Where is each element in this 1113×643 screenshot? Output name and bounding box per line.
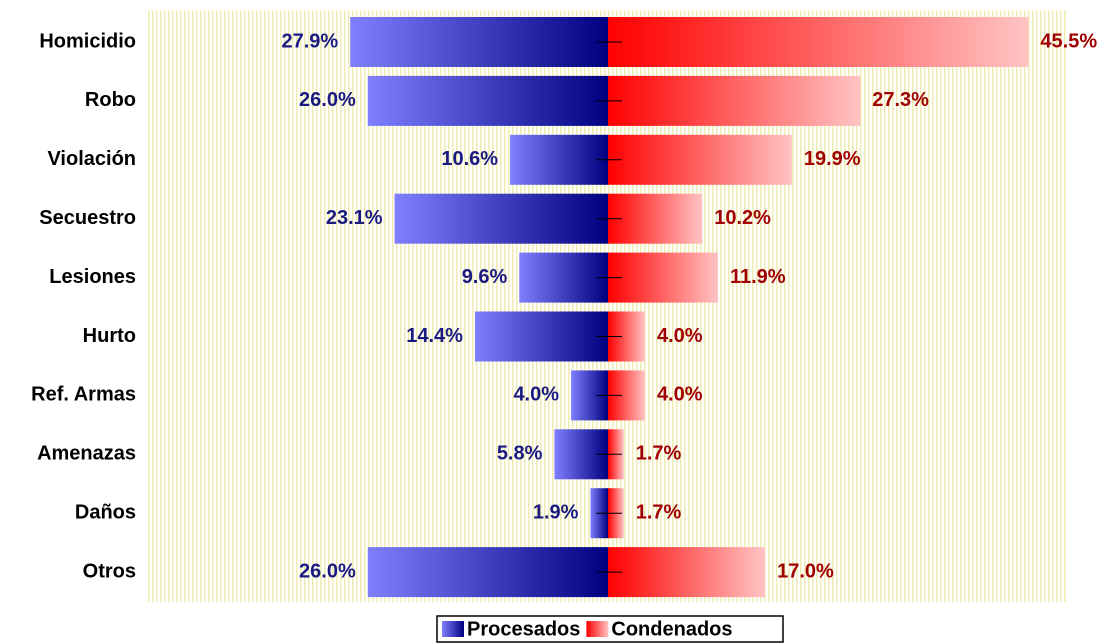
value-label: 23.1%: [326, 207, 383, 229]
value-label: 19.9%: [804, 148, 861, 170]
value-label: 4.0%: [657, 384, 703, 406]
value-label: 10.2%: [714, 207, 771, 229]
bar: [510, 134, 608, 185]
value-label: 10.6%: [441, 148, 498, 170]
category-label: Otros: [83, 560, 136, 582]
bar: [519, 252, 608, 303]
category-label: Amenazas: [37, 443, 136, 465]
value-label: 45.5%: [1040, 30, 1097, 52]
value-label: 1.9%: [533, 501, 579, 523]
category-label: Daños: [75, 501, 136, 523]
bar: [367, 75, 608, 126]
value-label: 4.0%: [513, 384, 559, 406]
bar: [608, 252, 718, 303]
value-label: 14.4%: [406, 325, 463, 347]
legend-swatch: [442, 621, 464, 637]
category-label: Hurto: [83, 325, 136, 347]
category-label: Homicidio: [39, 30, 136, 52]
value-label: 26.0%: [299, 89, 356, 111]
category-label: Lesiones: [49, 266, 136, 288]
category-label: Secuestro: [39, 207, 136, 229]
legend-label: Procesados: [467, 618, 580, 640]
bar: [394, 193, 608, 244]
value-label: 9.6%: [462, 266, 508, 288]
value-label: 4.0%: [657, 325, 703, 347]
bar: [608, 134, 792, 185]
legend-box: [436, 615, 784, 643]
category-label: Robo: [85, 89, 136, 111]
bar: [608, 547, 766, 598]
category-label: Ref. Armas: [31, 384, 136, 406]
bar: [350, 17, 608, 67]
value-label: 27.9%: [281, 30, 338, 52]
legend-label: Condenados: [611, 618, 732, 640]
value-label: 17.0%: [777, 560, 834, 582]
bar: [608, 75, 861, 126]
category-label: Violación: [47, 148, 136, 170]
bar: [474, 311, 608, 362]
bar: [608, 17, 1029, 67]
bar: [367, 547, 608, 598]
bar: [608, 193, 703, 244]
value-label: 26.0%: [299, 560, 356, 582]
value-label: 1.7%: [636, 443, 682, 465]
value-label: 1.7%: [636, 501, 682, 523]
value-label: 27.3%: [872, 89, 929, 111]
legend-swatch: [586, 621, 609, 637]
value-label: 5.8%: [497, 443, 543, 465]
value-label: 11.9%: [730, 266, 786, 288]
